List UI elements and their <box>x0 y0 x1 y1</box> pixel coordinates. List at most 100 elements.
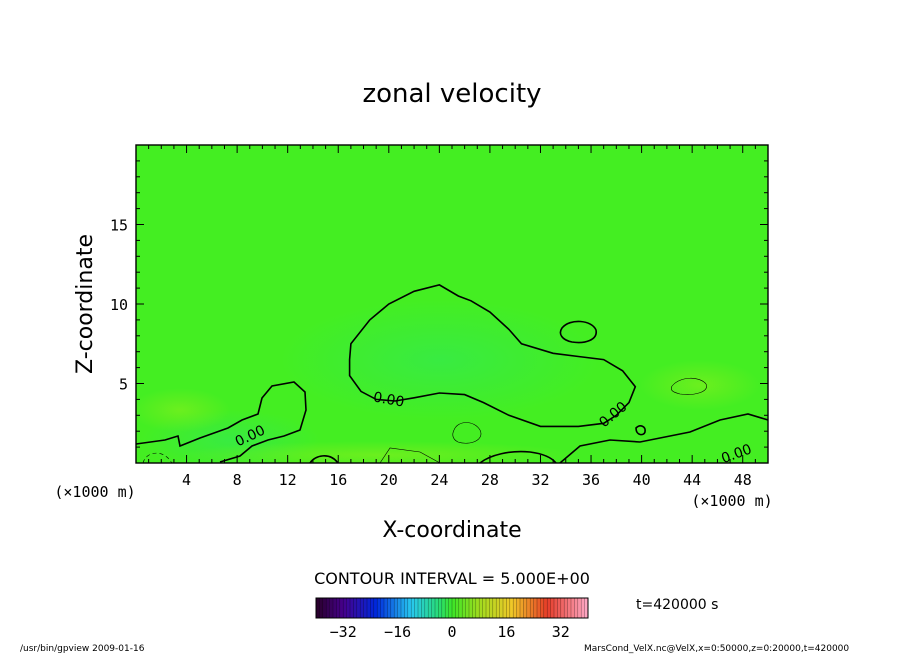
colorbar-segment <box>333 598 337 618</box>
colorbar-segment <box>526 598 531 618</box>
colorbar-segment <box>574 598 579 618</box>
y-tick-label: 10 <box>110 296 128 314</box>
zero-contour-blob <box>635 425 646 436</box>
colorbar-segment <box>377 598 381 618</box>
colorbar-segment <box>387 598 392 618</box>
colorbar-segment <box>343 598 347 618</box>
colorbar-segment <box>407 598 412 618</box>
colorbar-segment <box>455 598 460 618</box>
colorbar-segment <box>584 598 589 618</box>
colorbar-segment <box>397 598 402 618</box>
colorbar-segment <box>322 598 327 618</box>
zero-contour-right <box>559 413 768 463</box>
zero-contour-bottom-a <box>309 455 339 463</box>
thin-contour-a <box>452 422 482 444</box>
x-tick-label: 48 <box>734 471 752 489</box>
x-tick-label: 36 <box>582 471 600 489</box>
colorbar-segment <box>452 598 456 618</box>
colorbar-segment <box>421 598 426 618</box>
colorbar-segment <box>520 598 524 618</box>
x-tick-label: 28 <box>481 471 499 489</box>
colorbar-ticks: −32 −16 0 16 32 <box>330 623 570 641</box>
zero-contour-main <box>348 284 637 428</box>
y-tick-label: 15 <box>110 217 128 235</box>
colorbar-tick-label: 16 <box>497 623 515 641</box>
zero-contour-small <box>559 320 597 344</box>
colorbar-segment <box>540 598 545 618</box>
y-tick-label: 5 <box>119 376 128 394</box>
colorbar-segment <box>353 598 358 618</box>
colorbar-segment <box>567 598 572 618</box>
colorbar-segment <box>506 598 511 618</box>
cool-region <box>280 300 600 420</box>
colorbar-segment <box>479 598 483 618</box>
time-label: t=420000 s <box>636 597 718 613</box>
colorbar-segment <box>418 598 422 618</box>
colorbar-tick-label: 32 <box>552 623 570 641</box>
colorbar-segment <box>367 598 371 618</box>
colorbar-segment <box>560 598 565 618</box>
colorbar-segment <box>496 598 500 618</box>
colorbar-segment <box>445 598 449 618</box>
zero-contour-bottom-b <box>479 450 557 463</box>
x-tick-label: 24 <box>430 471 448 489</box>
colorbar-tick-label: −32 <box>330 623 357 641</box>
colorbar-segment <box>356 598 361 618</box>
x-tick-label: 16 <box>329 471 347 489</box>
colorbar-segment <box>564 598 568 618</box>
colorbar-segment <box>581 598 585 618</box>
colorbar-segment <box>326 598 330 618</box>
thin-contour-b <box>670 377 707 395</box>
colorbar-segment <box>316 598 320 618</box>
colorbar-segment <box>465 598 470 618</box>
warm-region-left <box>136 388 230 432</box>
colorbar-segment <box>438 598 443 618</box>
colorbar-segment <box>339 598 344 618</box>
colorbar-segment <box>329 598 334 618</box>
colorbar-segment <box>363 598 368 618</box>
colorbar-segment <box>462 598 466 618</box>
colorbar-segment <box>370 598 375 618</box>
colorbar-segment <box>404 598 409 618</box>
colorbar-segment <box>411 598 415 618</box>
thin-contour-c <box>379 447 441 463</box>
x-tick-label: 12 <box>279 471 297 489</box>
x-tick-label: 44 <box>683 471 701 489</box>
footer-right: MarsCond_VelX.nc@VelX,x=0:50000,z=0:2000… <box>584 644 849 654</box>
x-axis-title: X-coordinate <box>382 518 521 543</box>
colorbar-segment <box>373 598 378 618</box>
x-tick-label: 40 <box>633 471 651 489</box>
colorbar-segment <box>509 598 514 618</box>
colorbar-segment <box>428 598 432 618</box>
colorbar-segment <box>533 598 538 618</box>
chart-title: zonal velocity <box>362 79 541 109</box>
colorbar-segment <box>401 598 405 618</box>
colorbar-segment <box>530 598 534 618</box>
colorbar-segment <box>435 598 439 618</box>
x-axis-unit: (×1000 m) <box>691 492 772 510</box>
colorbar-segment <box>523 598 528 618</box>
colorbar-segment <box>557 598 562 618</box>
colorbar-segment <box>431 598 436 618</box>
colorbar-segment <box>448 598 453 618</box>
colorbar-segment <box>458 598 463 618</box>
colorbar-segment <box>516 598 521 618</box>
colorbar-segment <box>499 598 504 618</box>
colorbar-segment <box>394 598 398 618</box>
y-axis-title: Z-coordinate <box>73 234 98 374</box>
contour-label: 0.00 <box>372 389 405 410</box>
x-tick-label: 8 <box>233 471 242 489</box>
y-axis-ticks: 5 10 15 <box>110 160 768 448</box>
colorbar-segment <box>469 598 473 618</box>
colorbar-segment <box>390 598 395 618</box>
colorbar-segment <box>384 598 388 618</box>
x-tick-label: 32 <box>531 471 549 489</box>
colorbar-segment <box>547 598 551 618</box>
zero-contour-left <box>136 381 307 463</box>
colorbar-segment <box>577 598 582 618</box>
colorbar-segment <box>414 598 419 618</box>
colorbar-segment <box>482 598 487 618</box>
colorbar-frame <box>315 597 589 619</box>
plot-area: 0.00 0.00 0.00 0.00 <box>136 145 768 463</box>
